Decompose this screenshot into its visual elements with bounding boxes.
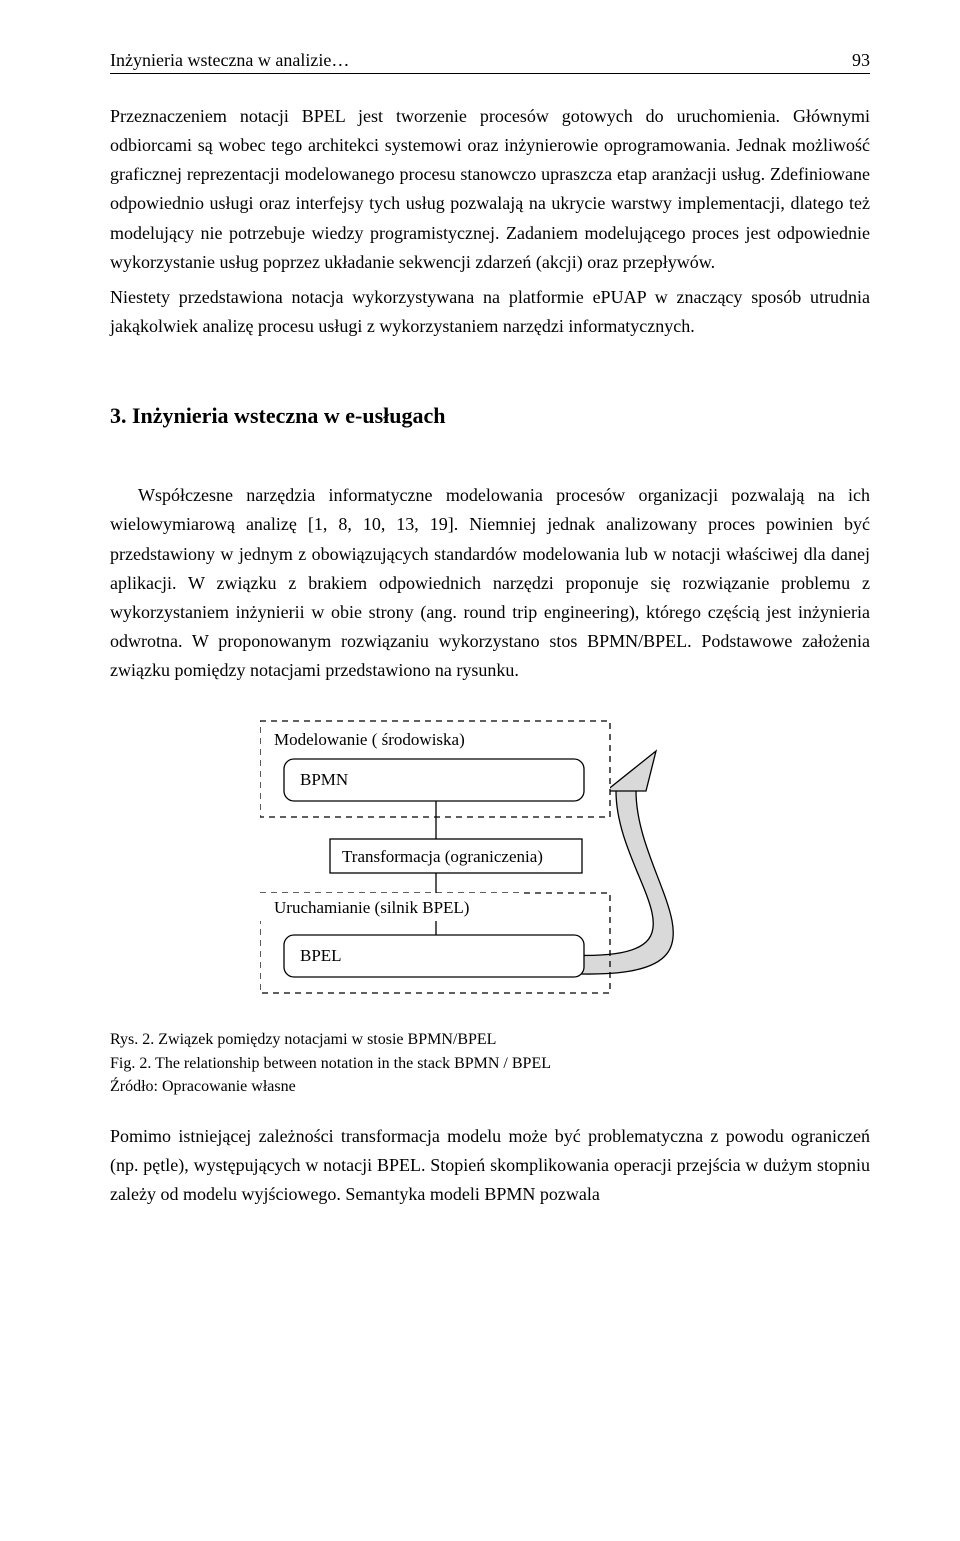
caption-line2: Fig. 2. The relationship between notatio… xyxy=(110,1052,870,1075)
paragraph-1: Przeznaczeniem notacji BPEL jest tworzen… xyxy=(110,102,870,277)
caption-line1: Rys. 2. Związek pomiędzy notacjami w sto… xyxy=(110,1028,870,1051)
diagram: Modelowanie ( środowiska) BPMN Transform… xyxy=(260,713,820,1018)
bottom-box-label: Uruchamianie (silnik BPEL) xyxy=(274,898,469,917)
caption-line3: Źródło: Opracowanie własne xyxy=(110,1075,870,1098)
paragraph-2: Niestety przedstawiona notacja wykorzyst… xyxy=(110,283,870,341)
top-box-label: Modelowanie ( środowiska) xyxy=(274,730,465,749)
transform-label: Transformacja (ograniczenia) xyxy=(342,847,543,866)
bpel-label: BPEL xyxy=(300,946,342,965)
page-number: 93 xyxy=(852,50,870,71)
running-title: Inżynieria wsteczna w analizie… xyxy=(110,50,349,71)
section-heading: 3. Inżynieria wsteczna w e-usługach xyxy=(110,403,870,429)
paragraph-4: Pomimo istniejącej zależności transforma… xyxy=(110,1122,870,1209)
figure-caption: Rys. 2. Związek pomiędzy notacjami w sto… xyxy=(110,1028,870,1098)
paragraph-3: Współczesne narzędzia informatyczne mode… xyxy=(110,481,870,685)
bpmn-label: BPMN xyxy=(300,770,348,789)
